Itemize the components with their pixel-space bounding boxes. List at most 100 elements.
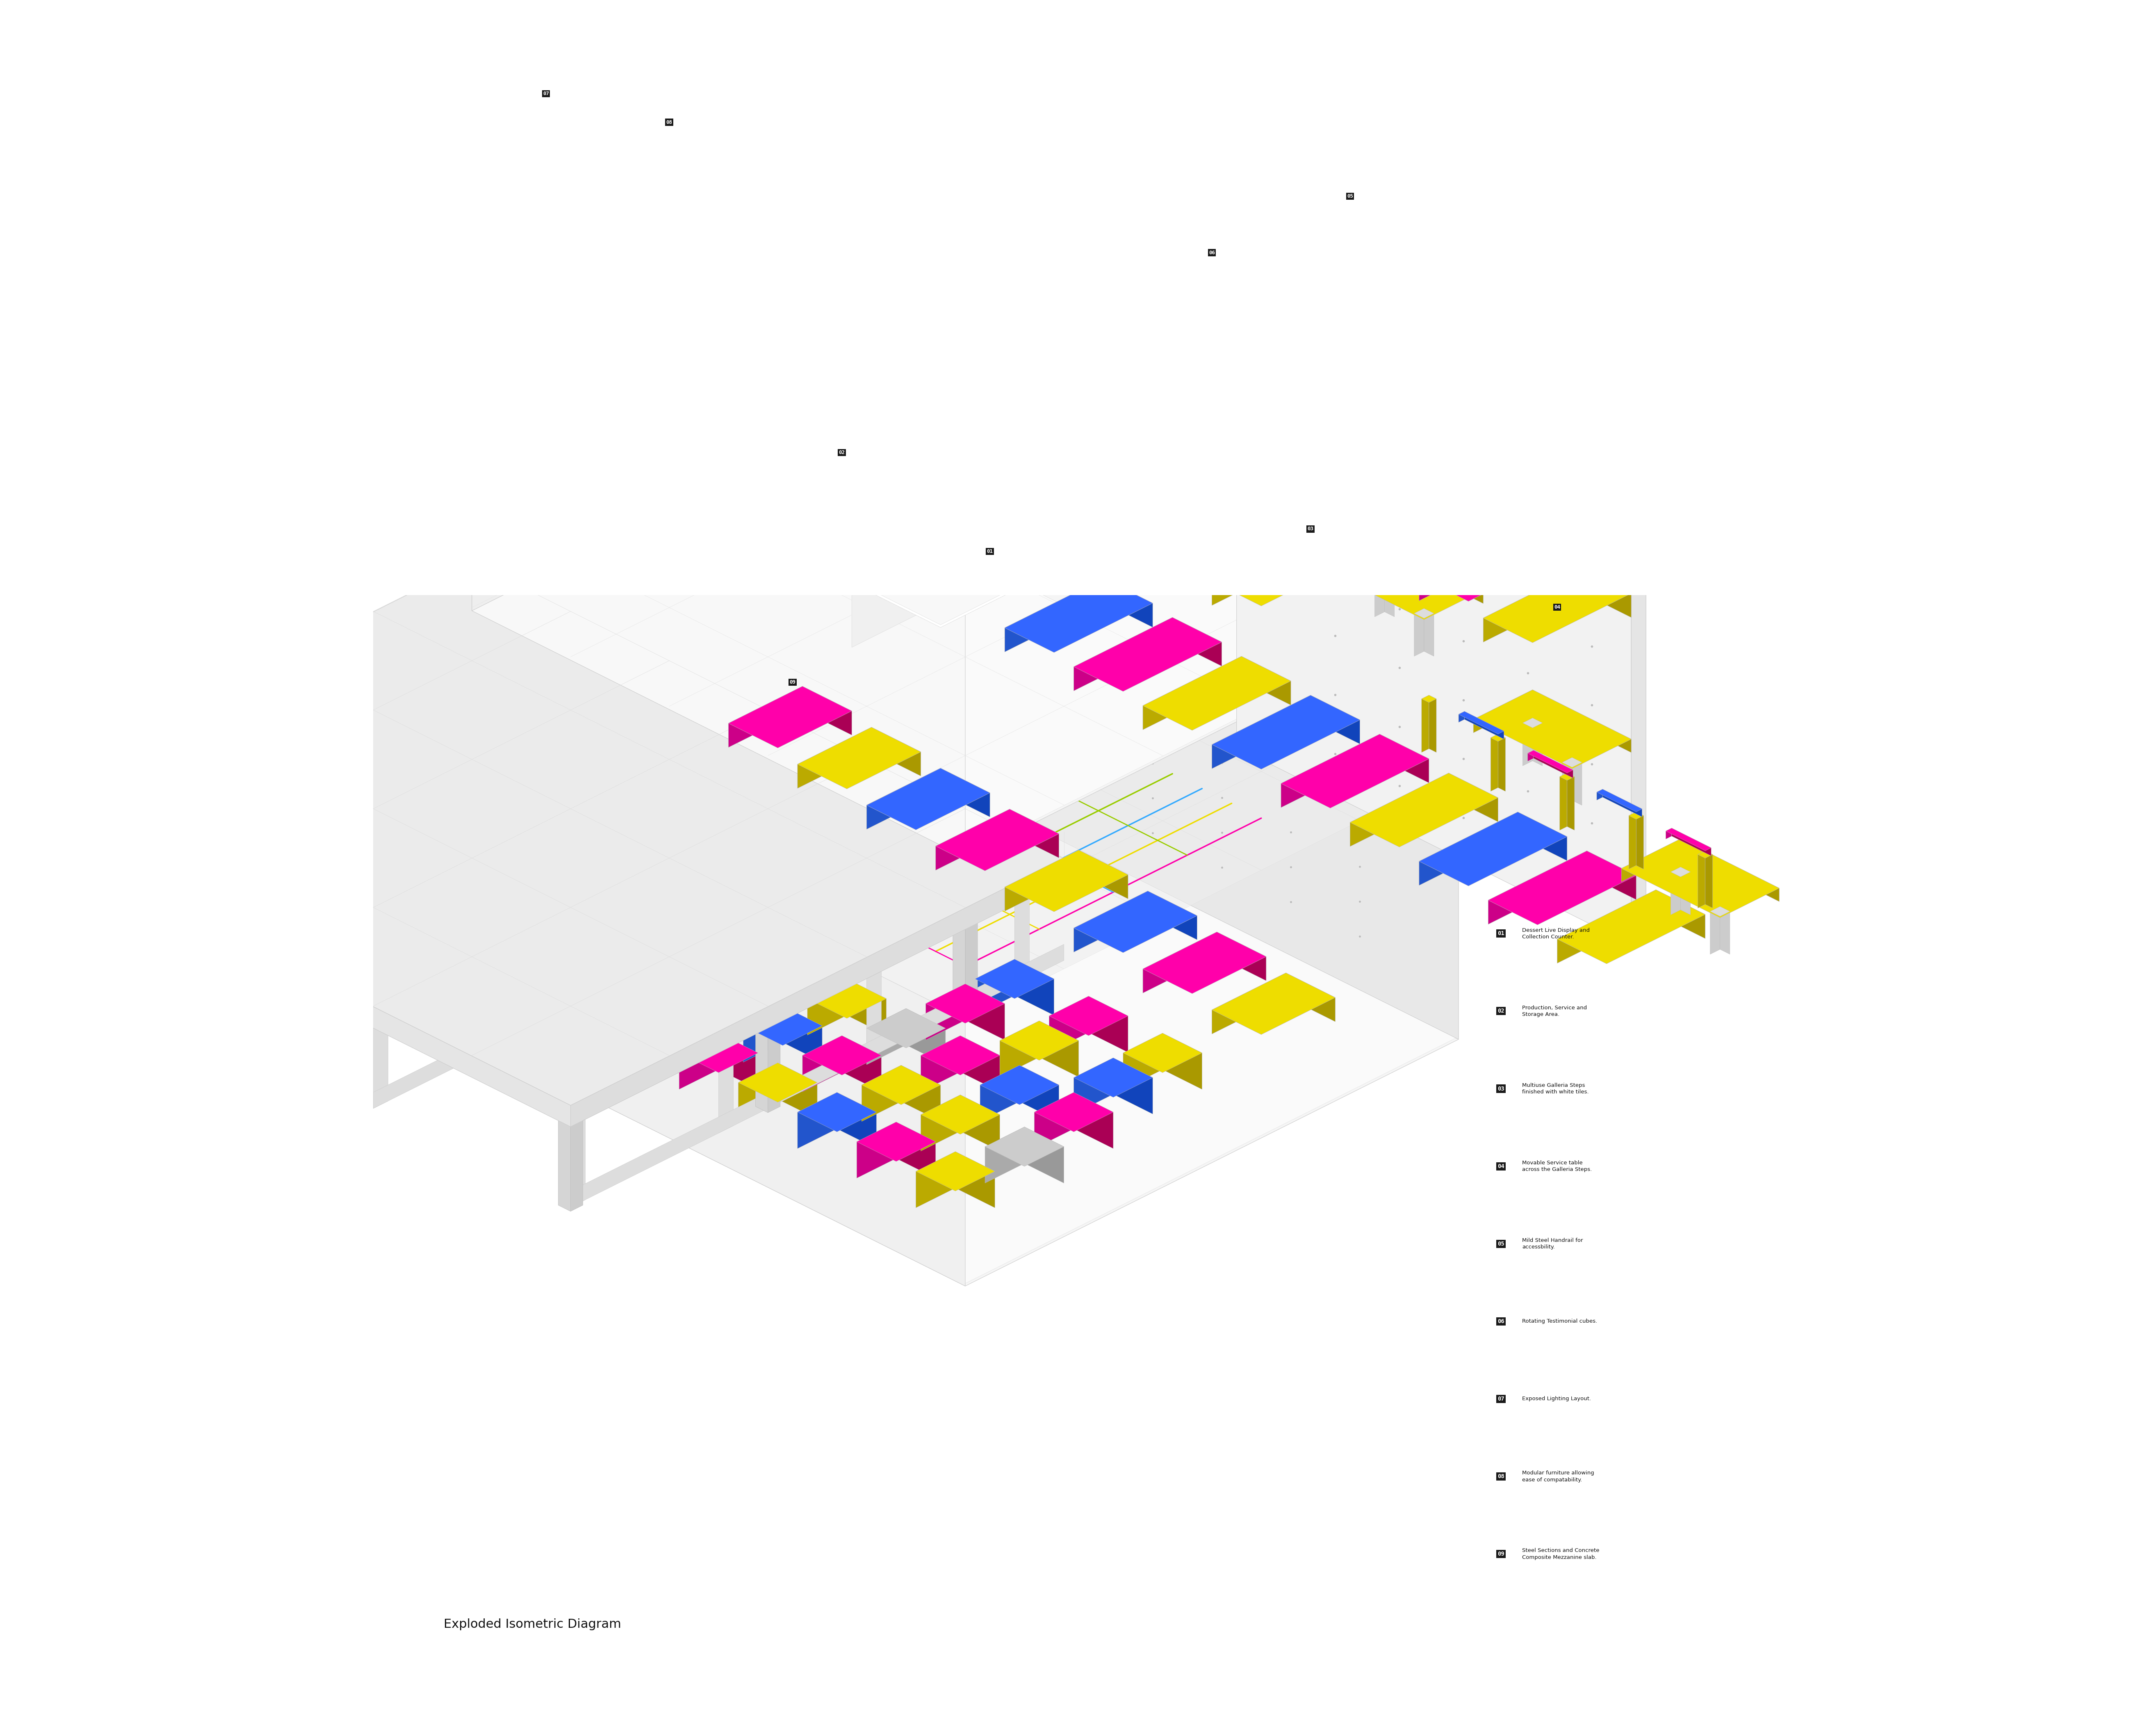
Polygon shape xyxy=(1143,931,1266,993)
Polygon shape xyxy=(940,767,990,817)
Polygon shape xyxy=(677,92,761,135)
Polygon shape xyxy=(755,972,768,1113)
Polygon shape xyxy=(959,1095,1000,1152)
Polygon shape xyxy=(621,701,634,788)
Polygon shape xyxy=(727,118,768,179)
Polygon shape xyxy=(668,873,683,960)
Polygon shape xyxy=(1533,690,1632,752)
Text: Multiuse Galleria Steps
finished with white tiles.: Multiuse Galleria Steps finished with wh… xyxy=(1522,1082,1589,1095)
Polygon shape xyxy=(558,1072,571,1212)
Polygon shape xyxy=(1123,1034,1203,1073)
Polygon shape xyxy=(1261,362,1311,410)
Polygon shape xyxy=(1583,569,1632,617)
Polygon shape xyxy=(916,1152,955,1208)
Text: 08: 08 xyxy=(666,120,673,125)
Polygon shape xyxy=(921,1036,959,1092)
Polygon shape xyxy=(1005,578,1153,653)
Polygon shape xyxy=(972,92,1056,135)
Polygon shape xyxy=(1488,851,1587,925)
Polygon shape xyxy=(1112,92,1156,156)
Polygon shape xyxy=(1468,429,1509,449)
Polygon shape xyxy=(1503,449,1511,508)
Polygon shape xyxy=(1621,839,1779,918)
Polygon shape xyxy=(1285,543,1335,593)
Polygon shape xyxy=(867,118,908,179)
Polygon shape xyxy=(768,68,811,130)
Polygon shape xyxy=(856,1123,936,1162)
Polygon shape xyxy=(1432,408,1447,415)
Polygon shape xyxy=(1710,906,1720,954)
Polygon shape xyxy=(925,984,1005,1024)
Polygon shape xyxy=(744,1007,783,1063)
Polygon shape xyxy=(1024,1126,1063,1183)
Polygon shape xyxy=(862,1065,940,1104)
Polygon shape xyxy=(1005,849,1078,911)
Polygon shape xyxy=(1097,320,1246,395)
Polygon shape xyxy=(802,1036,882,1075)
Polygon shape xyxy=(1429,696,1436,752)
Polygon shape xyxy=(972,142,1056,185)
Polygon shape xyxy=(776,92,817,156)
Polygon shape xyxy=(373,776,386,916)
Polygon shape xyxy=(1529,750,1574,772)
Polygon shape xyxy=(1000,1020,1039,1077)
Polygon shape xyxy=(1490,735,1498,791)
Polygon shape xyxy=(1039,1020,1078,1077)
Polygon shape xyxy=(679,1034,759,1073)
Polygon shape xyxy=(1414,608,1434,619)
Polygon shape xyxy=(923,68,966,130)
Polygon shape xyxy=(1384,540,1483,603)
Polygon shape xyxy=(1598,790,1602,800)
Polygon shape xyxy=(1212,972,1285,1034)
Polygon shape xyxy=(718,1034,759,1089)
Polygon shape xyxy=(953,873,966,1013)
Polygon shape xyxy=(1050,996,1128,1036)
Polygon shape xyxy=(1572,757,1583,805)
Polygon shape xyxy=(824,68,908,109)
Polygon shape xyxy=(1483,569,1583,643)
Polygon shape xyxy=(472,316,966,858)
Polygon shape xyxy=(1710,906,1729,916)
Polygon shape xyxy=(867,1008,906,1065)
Polygon shape xyxy=(1097,320,1197,393)
Polygon shape xyxy=(776,142,860,185)
Polygon shape xyxy=(1587,851,1636,899)
Polygon shape xyxy=(966,873,977,1013)
Polygon shape xyxy=(1680,839,1779,902)
Polygon shape xyxy=(916,142,957,203)
Polygon shape xyxy=(923,118,1007,159)
Text: 05: 05 xyxy=(1348,193,1354,198)
Polygon shape xyxy=(1227,403,1326,477)
Polygon shape xyxy=(841,1036,882,1092)
Polygon shape xyxy=(1173,617,1222,667)
Polygon shape xyxy=(558,677,571,817)
Polygon shape xyxy=(867,335,990,396)
Polygon shape xyxy=(1468,429,1475,441)
Polygon shape xyxy=(177,747,668,1010)
Polygon shape xyxy=(921,1036,1000,1075)
Polygon shape xyxy=(1291,444,1438,518)
Polygon shape xyxy=(959,1036,1000,1092)
Polygon shape xyxy=(1000,1020,1078,1060)
Polygon shape xyxy=(867,167,908,229)
Polygon shape xyxy=(867,767,940,829)
Polygon shape xyxy=(1559,772,1567,831)
Polygon shape xyxy=(1000,509,1089,617)
Polygon shape xyxy=(1602,790,1643,817)
Polygon shape xyxy=(729,250,802,311)
Text: Rotating Testimonial cubes.: Rotating Testimonial cubes. xyxy=(1522,1319,1598,1324)
Polygon shape xyxy=(817,43,860,106)
Polygon shape xyxy=(1533,718,1542,766)
Text: Movable Service table
across the Galleria Steps.: Movable Service table across the Galleri… xyxy=(1522,1160,1591,1172)
Polygon shape xyxy=(1475,429,1509,455)
Polygon shape xyxy=(923,118,966,179)
Polygon shape xyxy=(852,509,1089,627)
Polygon shape xyxy=(824,118,867,179)
Polygon shape xyxy=(737,1063,817,1102)
Polygon shape xyxy=(727,118,811,159)
Polygon shape xyxy=(1074,460,1147,521)
Polygon shape xyxy=(1291,444,1388,518)
Polygon shape xyxy=(847,979,886,1036)
Polygon shape xyxy=(1015,142,1056,203)
Polygon shape xyxy=(1238,212,1632,945)
